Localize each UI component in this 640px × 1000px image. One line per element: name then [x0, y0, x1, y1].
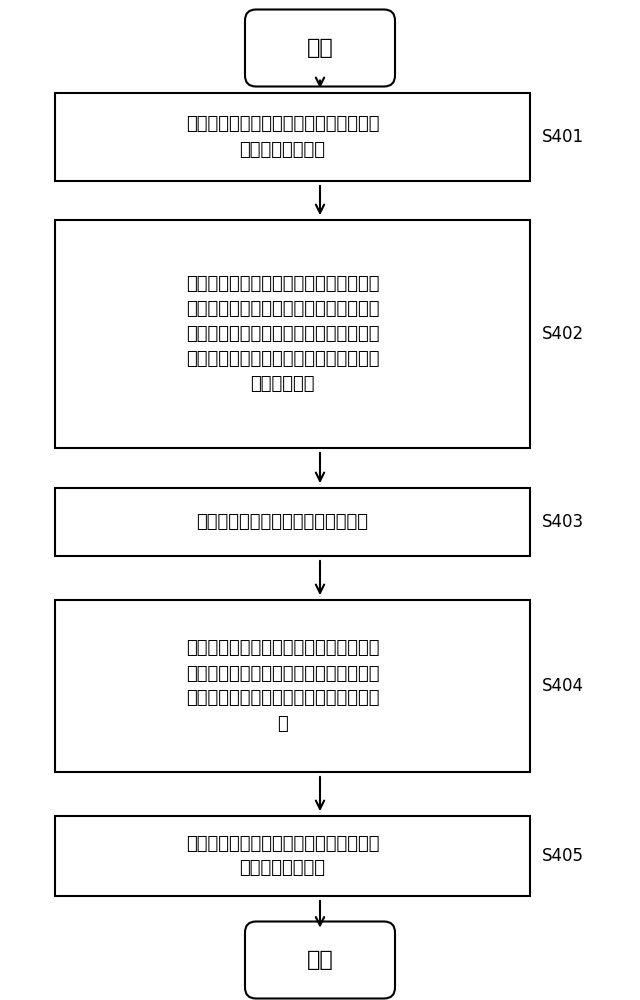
- Bar: [55, 600, 530, 772]
- Text: S405: S405: [542, 847, 584, 865]
- Bar: [55, 488, 530, 556]
- Text: 结束: 结束: [307, 950, 333, 970]
- Text: S401: S401: [542, 128, 584, 146]
- Text: 从亮场图像中得到与各个投影圆相对应的
初始射线强度，并从散射校正图像中得到
与各个投影圆相对应的穿过散射校正器后
的射线强度，从衰减投影图像中得到校正
的总射线: 从亮场图像中得到与各个投影圆相对应的 初始射线强度，并从散射校正图像中得到 与各…: [186, 275, 380, 393]
- Text: S404: S404: [542, 677, 584, 695]
- Text: S403: S403: [542, 513, 584, 531]
- Text: 从投影图像集中获取物体总射线强度: 从投影图像集中获取物体总射线强度: [196, 513, 369, 531]
- FancyBboxPatch shape: [245, 922, 395, 998]
- Text: 通过遗传算法从散射校正图像中得到各个
投影圆的中心坐标: 通过遗传算法从散射校正图像中得到各个 投影圆的中心坐标: [186, 115, 380, 158]
- Bar: [55, 816, 530, 896]
- Bar: [55, 93, 530, 181]
- Text: 对散射值分布进行二维插值及角度插值得
到散射强度分布图: 对散射值分布进行二维插值及角度插值得 到散射强度分布图: [186, 834, 380, 878]
- Text: 开始: 开始: [307, 38, 333, 58]
- Text: S402: S402: [542, 325, 584, 343]
- FancyBboxPatch shape: [245, 9, 395, 87]
- Bar: [55, 220, 530, 448]
- Text: 通过初始射线强度、穿过散射校正器后的
射线强度、校正的总射线强度以及物体总
射线强度得到衰减投影图像中的散射值分
布: 通过初始射线强度、穿过散射校正器后的 射线强度、校正的总射线强度以及物体总 射线…: [186, 640, 380, 732]
